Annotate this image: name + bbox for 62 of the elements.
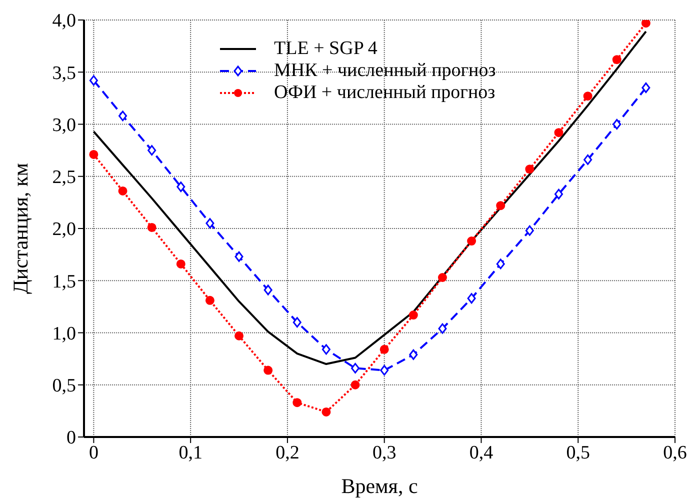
point — [292, 398, 302, 408]
point — [554, 188, 563, 200]
point — [206, 218, 214, 229]
point — [292, 317, 302, 328]
x-tick-label: 0,6 — [663, 442, 687, 464]
y-axis-title: Дистанция, км — [8, 162, 32, 294]
point — [583, 92, 592, 101]
point — [234, 331, 244, 340]
point — [408, 310, 418, 320]
point — [554, 128, 564, 138]
point — [467, 293, 476, 304]
legend-label: МНК + численный прогноз — [274, 60, 496, 82]
x-tick-label: 0,5 — [566, 442, 590, 464]
point — [612, 55, 622, 64]
x-tick-label: 0,3 — [372, 442, 396, 464]
x-tick-label: 0,2 — [276, 442, 300, 464]
point — [642, 82, 650, 94]
x-tick-label: 0 — [88, 442, 98, 464]
point — [264, 366, 273, 375]
point — [322, 344, 330, 355]
point — [148, 145, 156, 156]
point — [409, 349, 418, 360]
point — [525, 164, 534, 174]
point — [147, 222, 156, 232]
y-tick-label: 0 — [66, 428, 76, 449]
point — [584, 154, 592, 165]
y-tick-label: 1,0 — [52, 323, 76, 344]
point — [496, 201, 506, 210]
point — [264, 284, 272, 296]
point — [176, 182, 186, 192]
y-tick-label: 2,0 — [52, 219, 76, 240]
point — [350, 380, 360, 390]
line-series — [92, 30, 647, 366]
y-tick-label: 2,5 — [52, 167, 76, 188]
point — [496, 258, 505, 270]
point — [89, 75, 98, 86]
point — [380, 344, 389, 354]
point — [641, 20, 650, 28]
point — [438, 272, 447, 282]
y-tick-label: 3,0 — [52, 114, 76, 136]
point — [118, 186, 128, 196]
x-tick-label: 0,4 — [469, 442, 494, 464]
x-tick-label: 0,1 — [178, 442, 202, 464]
point — [525, 225, 534, 236]
point — [234, 251, 244, 262]
point — [89, 150, 98, 159]
point — [467, 236, 476, 246]
point — [322, 407, 331, 416]
x-axis-title: Время, с — [341, 474, 418, 498]
point — [118, 110, 128, 122]
point — [351, 362, 360, 374]
legend-label: TLE + SGP 4 — [274, 38, 378, 60]
y-tick-label: 3,5 — [52, 62, 76, 84]
legend-label: ОФИ + численный прогноз — [274, 82, 496, 104]
point — [612, 119, 622, 130]
point — [380, 365, 389, 376]
point — [205, 296, 214, 305]
point — [176, 259, 186, 268]
point — [438, 323, 447, 334]
y-tick-label: 0,5 — [52, 376, 76, 397]
y-tick-label: 1,5 — [52, 271, 76, 292]
y-tick-label: 4,0 — [52, 10, 76, 32]
